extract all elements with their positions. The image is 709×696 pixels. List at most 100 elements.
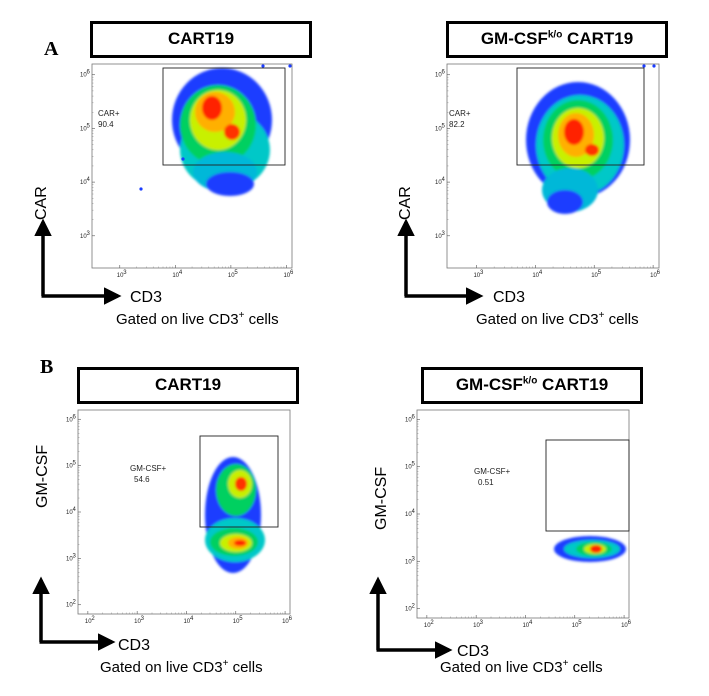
- density-contour-9: [547, 190, 583, 214]
- gate-name: GM-CSF+: [130, 464, 167, 473]
- y-tick-exp: 3: [87, 231, 91, 237]
- density-contour-7: [224, 124, 240, 140]
- x-tick-label: 10: [424, 623, 431, 629]
- x-tick-label: 10: [85, 619, 92, 625]
- gating-text: Gated on live CD3: [476, 311, 599, 328]
- x-tick-exp: 4: [190, 616, 194, 622]
- y-tick-label: 10: [80, 126, 87, 132]
- density-population: [205, 457, 265, 573]
- title-tail: CART19: [537, 375, 609, 394]
- x-tick-label: 10: [621, 623, 628, 629]
- y-tick-exp: 5: [73, 461, 77, 467]
- x-tick-label: 10: [172, 273, 179, 279]
- x-tick-exp: 3: [480, 620, 484, 626]
- y-tick-label: 10: [66, 417, 73, 423]
- y-tick-label: 10: [80, 180, 87, 186]
- x-tick-label: 10: [650, 273, 657, 279]
- y-tick-label: 10: [405, 512, 412, 518]
- gate-name: GM-CSF+: [474, 467, 511, 476]
- event-dot-1: [652, 64, 656, 68]
- density-contour-7: [585, 144, 599, 156]
- x-tick-label: 10: [228, 273, 235, 279]
- x-tick-label: 10: [283, 273, 290, 279]
- y-axis-label: CAR: [33, 186, 50, 220]
- x-tick-exp: 3: [141, 616, 145, 622]
- title-main: GM-CSF: [455, 375, 523, 394]
- y-tick-exp: 5: [442, 123, 446, 129]
- density-contour-6: [564, 119, 584, 145]
- event-dot-2: [181, 157, 185, 161]
- y-axis-label: CAR: [397, 186, 414, 220]
- flow-plot-3: GM-CSF+54.610 2 10 3 10 4 10 5 10 610 210 310 410 510…: [32, 409, 293, 676]
- y-tick-exp: 4: [73, 507, 77, 513]
- x-tick-label: 10: [473, 273, 480, 279]
- event-dot-1: [139, 187, 143, 191]
- gate-name: CAR+: [449, 109, 471, 118]
- x-tick-label: 10: [282, 619, 289, 625]
- gate-box: [162, 67, 286, 166]
- x-tick-label: 10: [532, 273, 539, 279]
- x-tick-exp: 4: [529, 620, 533, 626]
- x-axis-label: CD3: [118, 637, 150, 654]
- gate-percent: 0.51: [478, 478, 494, 487]
- y-tick-exp: 2: [73, 600, 77, 606]
- panel-letter-a: A: [44, 38, 59, 60]
- gate-percent: 90.4: [98, 120, 114, 129]
- density-contour-7: [234, 540, 246, 546]
- gating-sup: +: [239, 310, 245, 321]
- x-tick-exp: 6: [290, 270, 294, 276]
- x-tick-label: 10: [233, 619, 240, 625]
- gating-tail: cells: [604, 311, 638, 328]
- x-axis-label: CD3: [457, 643, 489, 660]
- y-tick-exp: 4: [87, 177, 91, 183]
- x-tick-exp: 4: [179, 270, 183, 276]
- x-tick-exp: 5: [239, 616, 243, 622]
- gate-name: CAR+: [98, 109, 120, 118]
- chart-title-b-left: CART19: [77, 367, 299, 404]
- y-tick-exp: 6: [87, 70, 91, 76]
- gating-sup: +: [599, 310, 605, 321]
- y-tick-label: 10: [435, 180, 442, 186]
- x-tick-exp: 5: [234, 270, 238, 276]
- y-tick-exp: 4: [412, 509, 416, 515]
- y-tick-label: 10: [405, 607, 412, 613]
- x-tick-exp: 3: [123, 270, 127, 276]
- chart-title-a-right: GM-CSFk/o CART19: [446, 21, 668, 58]
- gating-caption: Gated on live CD3+ cells: [100, 658, 263, 676]
- x-tick-exp: 6: [628, 620, 632, 626]
- title-tail: CART19: [562, 29, 634, 48]
- density-population: [172, 68, 272, 196]
- density-population: [554, 536, 626, 562]
- y-tick-exp: 2: [412, 604, 416, 610]
- y-tick-exp: 6: [442, 70, 446, 76]
- gating-tail: cells: [568, 659, 602, 676]
- gating-text: Gated on live CD3: [116, 311, 239, 328]
- y-tick-exp: 3: [412, 556, 416, 562]
- x-tick-label: 10: [134, 619, 141, 625]
- event-dot-2: [642, 64, 646, 68]
- y-tick-exp: 6: [412, 414, 416, 420]
- x-tick-label: 10: [117, 273, 124, 279]
- gate-box: [545, 439, 630, 532]
- gate-box: [199, 435, 279, 528]
- flow-plot-2: CAR+82.210 3 10 4 10 5 10 610 310 410 510 6CARCD3Ga…: [397, 63, 661, 328]
- y-tick-label: 10: [66, 464, 73, 470]
- x-tick-label: 10: [183, 619, 190, 625]
- y-tick-exp: 5: [87, 123, 91, 129]
- x-tick-exp: 5: [598, 270, 602, 276]
- y-tick-exp: 6: [73, 414, 77, 420]
- x-tick-exp: 2: [430, 620, 434, 626]
- density-contour-6: [202, 96, 222, 120]
- y-axis-label: GM-CSF: [373, 467, 390, 530]
- gating-text: Gated on live CD3: [100, 659, 223, 676]
- x-tick-exp: 6: [657, 270, 661, 276]
- x-tick-exp: 4: [539, 270, 543, 276]
- y-tick-label: 10: [405, 417, 412, 423]
- x-tick-exp: 6: [289, 616, 293, 622]
- y-tick-exp: 5: [412, 462, 416, 468]
- chart-title-a-left: CART19: [90, 21, 312, 58]
- title-main: CART19: [154, 375, 222, 394]
- x-tick-exp: 3: [480, 270, 484, 276]
